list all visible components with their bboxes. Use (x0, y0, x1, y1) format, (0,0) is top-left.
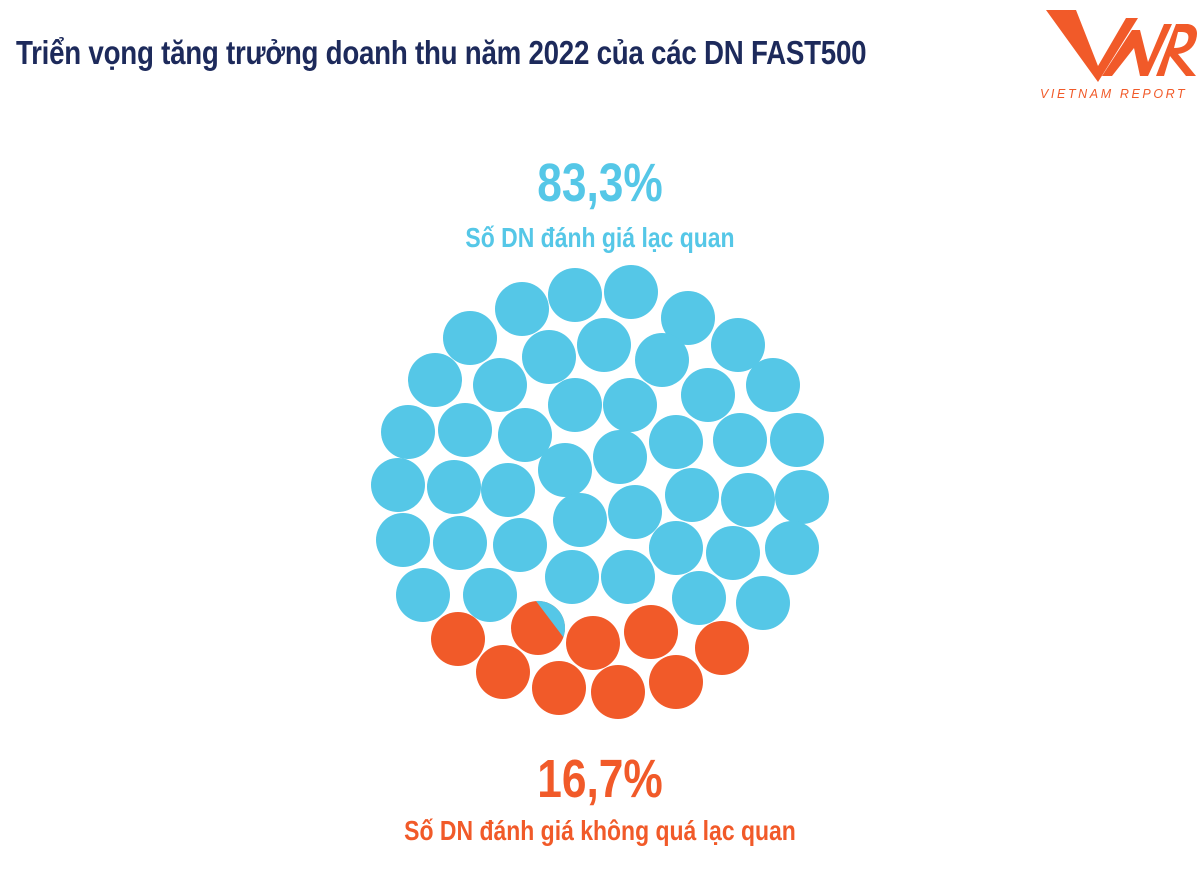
optimistic-circle (522, 330, 576, 384)
optimistic-circle (371, 458, 425, 512)
optimistic-circle (713, 413, 767, 467)
not-optimistic-circle (532, 661, 586, 715)
optimistic-circle (473, 358, 527, 412)
vnr-logo: VIETNAM REPORT (1040, 10, 1197, 101)
not-optimistic-label: Số DN đánh giá không quá lạc quan (404, 815, 796, 846)
page-title: Triển vọng tăng trưởng doanh thu năm 202… (16, 34, 867, 71)
optimistic-circle (553, 493, 607, 547)
optimistic-circle (493, 518, 547, 572)
optimistic-circle (770, 413, 824, 467)
optimistic-circle (736, 576, 790, 630)
optimistic-circle (433, 516, 487, 570)
optimistic-circle (408, 353, 462, 407)
optimistic-circle (721, 473, 775, 527)
optimistic-circle (672, 571, 726, 625)
optimistic-percent: 83,3% (537, 153, 663, 213)
optimistic-circle (495, 282, 549, 336)
optimistic-label: Số DN đánh giá lạc quan (465, 222, 735, 253)
mixed-circle-optimistic-wedge (536, 600, 566, 638)
optimistic-circle (665, 468, 719, 522)
optimistic-circle (608, 485, 662, 539)
not-optimistic-circle (649, 655, 703, 709)
optimistic-circle (706, 526, 760, 580)
svg-text:VIETNAM REPORT: VIETNAM REPORT (1040, 87, 1187, 101)
optimistic-circle (463, 568, 517, 622)
optimistic-circle (376, 513, 430, 567)
optimistic-circle (481, 463, 535, 517)
not-optimistic-circle (695, 621, 749, 675)
optimistic-circle (681, 368, 735, 422)
optimistic-circle (746, 358, 800, 412)
optimistic-circle (604, 265, 658, 319)
optimistic-circle (775, 470, 829, 524)
optimistic-circle (548, 268, 602, 322)
not-optimistic-circle (591, 665, 645, 719)
optimistic-circle (649, 415, 703, 469)
not-optimistic-percent: 16,7% (537, 749, 663, 809)
optimistic-circle (577, 318, 631, 372)
optimistic-circle (396, 568, 450, 622)
optimistic-circle (593, 430, 647, 484)
optimistic-circle (548, 378, 602, 432)
optimistic-circle (635, 333, 689, 387)
optimistic-circle (538, 443, 592, 497)
optimistic-circle (601, 550, 655, 604)
optimistic-circle (711, 318, 765, 372)
optimistic-circle (661, 291, 715, 345)
optimistic-circle (498, 408, 552, 462)
not-optimistic-circle (476, 645, 530, 699)
not-optimistic-circle (566, 616, 620, 670)
optimistic-circle (381, 405, 435, 459)
optimistic-circle (649, 521, 703, 575)
optimistic-circle (427, 460, 481, 514)
not-optimistic-circle (624, 605, 678, 659)
optimistic-circle (603, 378, 657, 432)
optimistic-circle (765, 521, 819, 575)
optimistic-circle (438, 403, 492, 457)
optimistic-circle (443, 311, 497, 365)
not-optimistic-circle (431, 612, 485, 666)
optimistic-circle (545, 550, 599, 604)
